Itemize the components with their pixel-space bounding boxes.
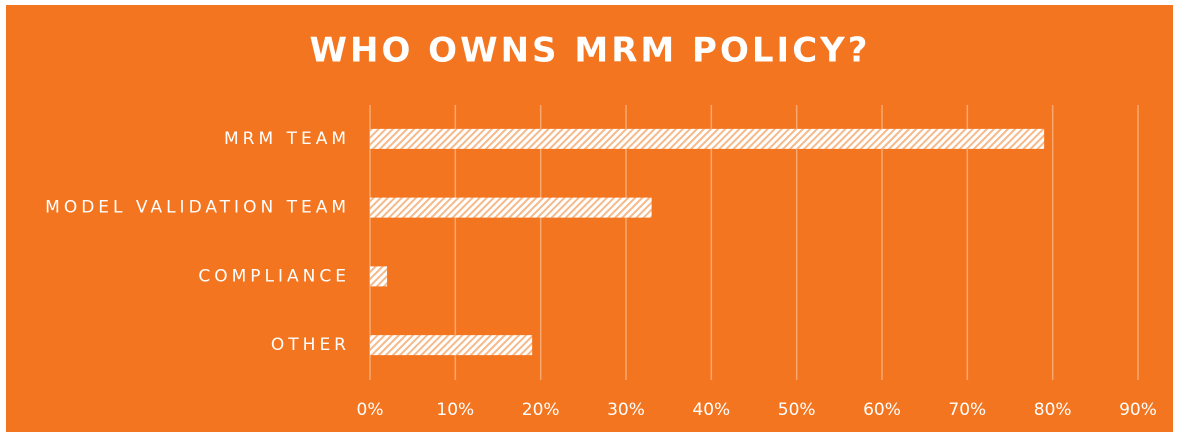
bar xyxy=(370,335,533,356)
x-tick-label: 90% xyxy=(1119,400,1157,420)
bar xyxy=(370,197,652,218)
bar xyxy=(370,128,1045,149)
y-tick-label: MRM TEAM xyxy=(224,129,350,149)
y-tick-label: OTHER xyxy=(271,335,350,355)
bar xyxy=(370,266,388,287)
y-tick-label: MODEL VALIDATION TEAM xyxy=(45,198,350,218)
chart-title: WHO OWNS MRM POLICY? xyxy=(309,31,870,71)
x-tick-label: 60% xyxy=(863,400,901,420)
chart-background xyxy=(6,5,1173,432)
y-tick-label: COMPLIANCE xyxy=(198,266,350,286)
x-tick-label: 50% xyxy=(778,400,816,420)
x-tick-label: 30% xyxy=(607,400,645,420)
x-tick-label: 70% xyxy=(948,400,986,420)
x-tick-label: 80% xyxy=(1034,400,1072,420)
x-tick-label: 40% xyxy=(692,400,730,420)
x-tick-label: 0% xyxy=(357,400,384,420)
x-tick-label: 20% xyxy=(522,400,560,420)
x-tick-label: 10% xyxy=(436,400,474,420)
